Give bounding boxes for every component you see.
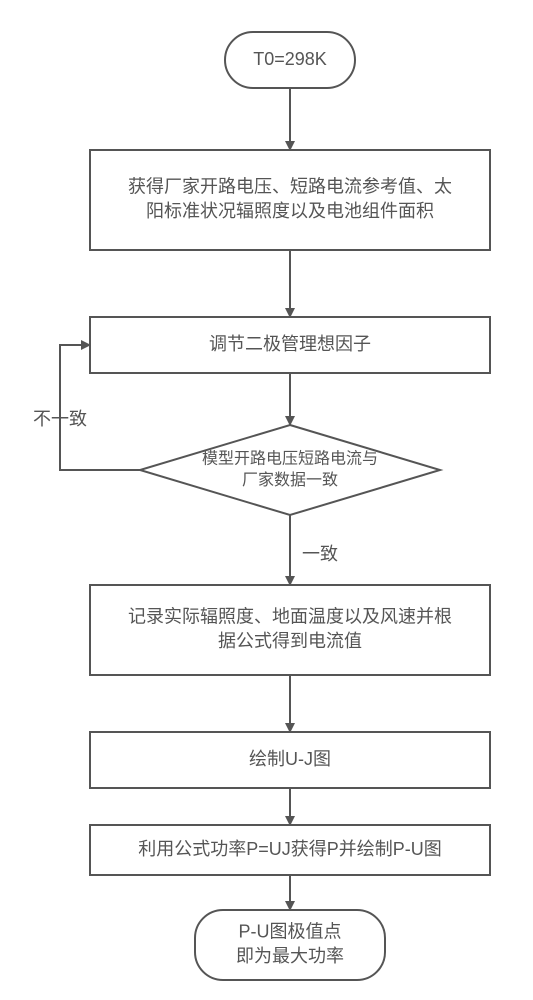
flowchart-canvas: 一致 不一致 T0=298K 获得厂家开路电压、短路电流参考值、太阳标准状况辐照度以及… <box>0 0 533 1000</box>
node-text: 即为最大功率 <box>236 946 344 966</box>
node-text: 记录实际辐照度、地面温度以及风速并根 <box>128 607 452 627</box>
node-text: 厂家数据一致 <box>242 471 338 489</box>
node-text: 模型开路电压短路电流与 <box>202 449 378 467</box>
node-p2: 调节二极管理想因子 <box>90 317 490 373</box>
node-p1: 获得厂家开路电压、短路电流参考值、太阳标准状况辐照度以及电池组件面积 <box>90 150 490 250</box>
node-text: 绘制U-J图 <box>249 749 331 769</box>
node-p3: 记录实际辐照度、地面温度以及风速并根据公式得到电流值 <box>90 585 490 675</box>
node-text: 据公式得到电流值 <box>218 631 362 651</box>
edge-label: 一致 <box>302 544 338 564</box>
node-text: T0=298K <box>253 49 327 69</box>
node-p4: 绘制U-J图 <box>90 732 490 788</box>
node-p5: 利用公式功率P=UJ获得P并绘制P-U图 <box>90 825 490 875</box>
node-d1: 模型开路电压短路电流与厂家数据一致 <box>140 425 440 515</box>
node-start: T0=298K <box>225 32 355 88</box>
node-text: 阳标准状况辐照度以及电池组件面积 <box>146 201 434 221</box>
node-text: 调节二极管理想因子 <box>209 334 371 354</box>
node-text: P-U图极值点 <box>239 922 342 942</box>
node-text: 利用公式功率P=UJ获得P并绘制P-U图 <box>138 839 442 859</box>
node-end: P-U图极值点即为最大功率 <box>195 910 385 980</box>
node-text: 获得厂家开路电压、短路电流参考值、太 <box>128 177 452 197</box>
edge-label: 不一致 <box>33 409 87 429</box>
